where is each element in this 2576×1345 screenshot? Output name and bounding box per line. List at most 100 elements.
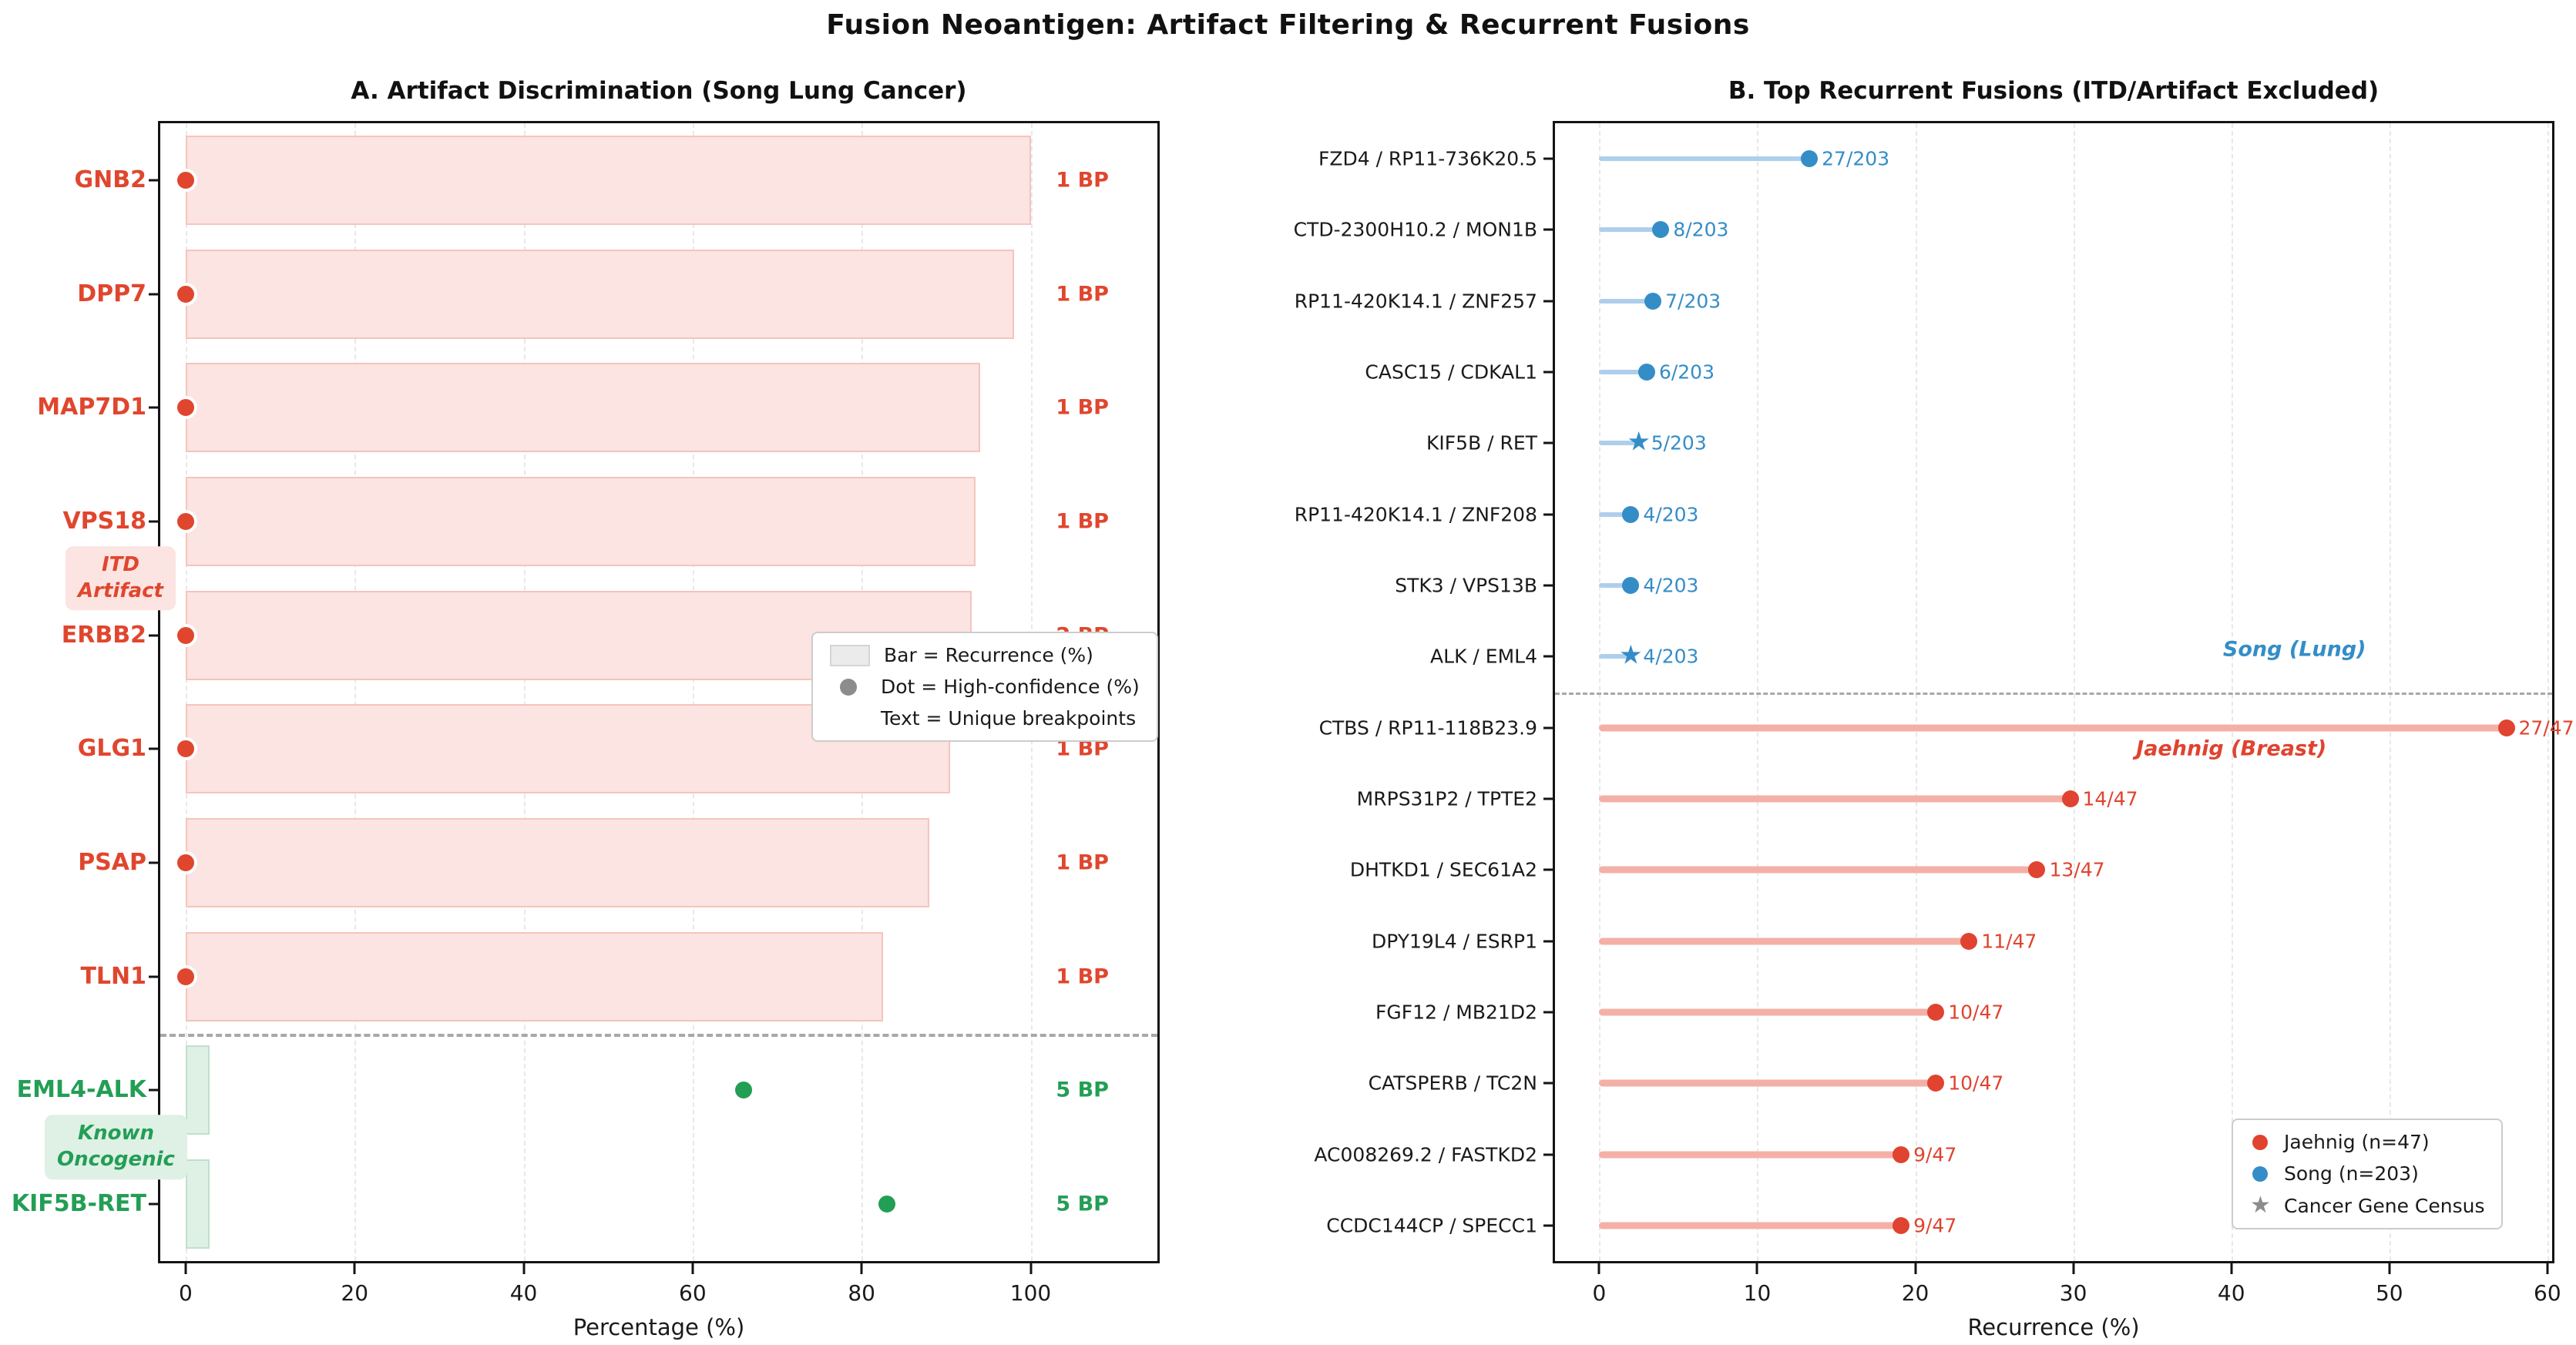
x-axis-tick	[184, 1263, 187, 1274]
category-label: MAP7D1	[37, 394, 146, 421]
lollipop-stem	[1599, 156, 1810, 162]
category-label: GLG1	[77, 735, 146, 763]
fusion-pair-label: DHTKD1 / SEC61A2	[1349, 858, 1537, 881]
x-axis-tick	[1755, 1263, 1758, 1274]
lollipop-stem	[1599, 441, 1639, 446]
recurrence-count-label: 8/203	[1673, 218, 1729, 241]
recurrence-count-label: 14/47	[2082, 787, 2138, 810]
lollipop-dot	[1622, 577, 1640, 595]
lollipop-stem	[1599, 298, 1654, 304]
high-confidence-dot	[875, 1192, 899, 1216]
x-axis-tick-label: 40	[2217, 1280, 2245, 1306]
recurrence-count-label: 7/203	[1665, 290, 1721, 313]
panel-a-title: A. Artifact Discrimination (Song Lung Ca…	[351, 77, 967, 105]
lollipop-stem	[1599, 512, 1631, 517]
fusion-pair-label: FZD4 / RP11-736K20.5	[1318, 147, 1537, 170]
group-label-line: Artifact	[78, 579, 163, 602]
y-axis-tick	[149, 406, 160, 409]
legend-spacer	[830, 709, 867, 728]
panel-a-plot-area: 1 BP1 BP1 BP1 BP2 BP1 BP1 BP1 BP5 BP5 BP…	[158, 121, 1160, 1263]
y-axis-tick	[1543, 228, 1554, 231]
y-axis-tick	[1543, 797, 1554, 800]
y-axis-tick	[1543, 1011, 1554, 1014]
high-confidence-dot	[173, 851, 197, 875]
high-confidence-dot	[173, 396, 197, 420]
x-axis-tick	[2072, 1263, 2075, 1274]
x-axis-tick-label: 60	[679, 1280, 707, 1306]
high-confidence-dot	[731, 1078, 755, 1102]
recurrence-bar	[185, 1045, 210, 1135]
recurrence-bar	[185, 476, 976, 566]
legend-star-swatch: ★	[2250, 1192, 2271, 1219]
breakpoint-count-label: 1 BP	[1056, 282, 1109, 307]
x-axis-tick-label: 50	[2375, 1280, 2403, 1306]
legend-dot-swatch	[2252, 1166, 2268, 1182]
legend-item-label: Jaehnig (n=47)	[2284, 1131, 2430, 1153]
fusion-pair-label: CASC15 / CDKAL1	[1365, 361, 1537, 384]
annotation-jaehnig-breast: Jaehnig (Breast)	[2136, 736, 2327, 761]
y-axis-tick	[149, 634, 160, 637]
annotation-song-lung: Song (Lung)	[2222, 637, 2366, 662]
recurrence-count-label: 10/47	[1948, 1001, 2004, 1024]
fusion-pair-label: RP11-420K14.1 / ZNF257	[1294, 290, 1537, 313]
recurrence-bar	[185, 249, 1014, 339]
gridline	[185, 123, 187, 1261]
y-axis-tick	[1543, 371, 1554, 374]
x-axis-tick-label: 30	[2059, 1280, 2087, 1306]
recurrence-count-label: 5/203	[1651, 431, 1707, 454]
lollipop-dot	[1893, 1145, 1910, 1163]
fusion-pair-label: CTBS / RP11-118B23.9	[1318, 716, 1537, 740]
panel-b-plot-area: 27/203 8/203 7/203 6/203 ★ 5/203 4/203 4/203 ★ 4/…	[1553, 121, 2574, 1263]
breakpoint-count-label: 1 BP	[1056, 964, 1109, 989]
breakpoint-count-label: 1 BP	[1056, 509, 1109, 534]
y-axis-tick	[1543, 1224, 1554, 1227]
x-axis-tick-label: 60	[2534, 1280, 2561, 1306]
recurrence-count-label: 27/47	[2518, 716, 2574, 740]
category-label: KIF5B-RET	[11, 1190, 146, 1218]
group-label-line: ITD	[101, 553, 139, 576]
recurrence-count-label: 4/203	[1643, 645, 1699, 668]
x-axis-tick-label: 0	[1592, 1280, 1607, 1306]
high-confidence-dot	[173, 509, 197, 533]
category-label: EML4-ALK	[16, 1076, 146, 1104]
y-axis-tick	[1543, 726, 1554, 730]
recurrence-count-label: 9/47	[1913, 1214, 1957, 1237]
y-axis-tick	[1543, 868, 1554, 871]
legend-item-label: Song (n=203)	[2284, 1162, 2419, 1185]
fusion-pair-label: FGF12 / MB21D2	[1375, 1001, 1537, 1024]
legend-item: Dot = High-confidence (%)	[830, 676, 1140, 698]
recurrence-bar	[185, 135, 1031, 225]
fusion-pair-label: DPY19L4 / ESRP1	[1371, 930, 1537, 953]
x-axis-tick	[1597, 1263, 1600, 1274]
lollipop-stem	[1599, 724, 2507, 732]
lollipop-dot	[1927, 1003, 1945, 1021]
legend-item-label: Cancer Gene Census	[2284, 1194, 2485, 1217]
recurrence-count-label: 11/47	[1981, 930, 2037, 953]
fusion-pair-label: CCDC144CP / SPECC1	[1326, 1214, 1537, 1237]
category-label: VPS18	[62, 507, 146, 535]
lollipop-dot	[1801, 150, 1819, 168]
lollipop-stem	[1599, 1222, 1902, 1229]
y-axis-tick	[1543, 441, 1554, 444]
recurrence-count-label: 4/203	[1643, 574, 1699, 597]
fusion-pair-label: CATSPERB / TC2N	[1368, 1072, 1537, 1095]
lollipop-stem	[1599, 1151, 1902, 1159]
y-axis-tick	[1543, 940, 1554, 943]
y-axis-tick	[149, 1202, 160, 1206]
lollipop-dot	[1622, 505, 1640, 523]
legend-item-label: Bar = Recurrence (%)	[884, 644, 1093, 666]
lollipop-dot	[2028, 861, 2046, 879]
x-axis-tick-label: 40	[509, 1280, 538, 1306]
high-confidence-dot	[173, 282, 197, 306]
recurrence-count-label: 10/47	[1948, 1072, 2004, 1095]
recurrence-count-label: 4/203	[1643, 503, 1699, 526]
breakpoint-count-label: 1 BP	[1056, 395, 1109, 420]
high-confidence-dot	[173, 623, 197, 647]
cancer-gene-census-star: ★	[1627, 427, 1651, 458]
x-axis-tick	[2546, 1263, 2549, 1274]
category-label: PSAP	[78, 849, 146, 877]
lollipop-stem	[1599, 937, 1970, 945]
high-confidence-dot	[173, 964, 197, 988]
lollipop-dot	[1960, 932, 1978, 950]
panel-a-xaxis-label: Percentage (%)	[573, 1314, 745, 1340]
